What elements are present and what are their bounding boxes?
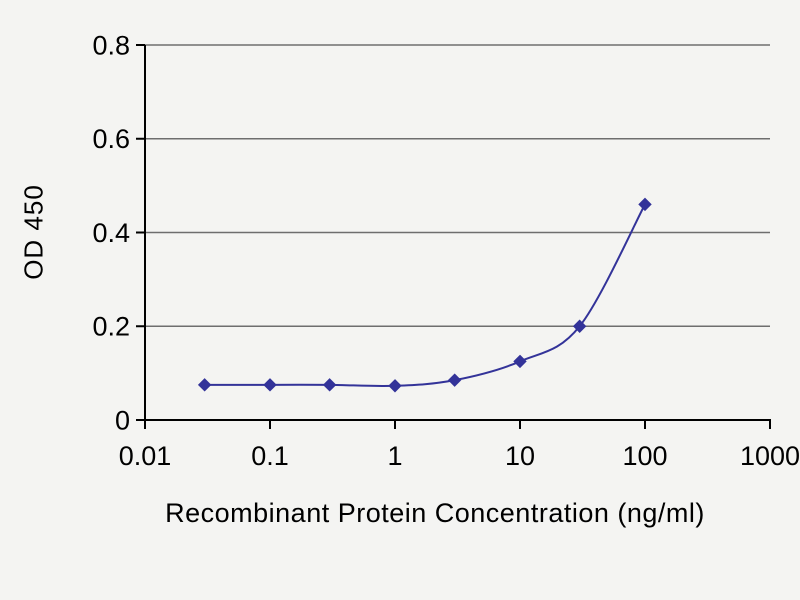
y-axis-title: OD 450 — [18, 184, 49, 280]
data-point-marker — [322, 378, 337, 392]
x-tick-label: 0.01 — [119, 441, 172, 471]
x-tick-label: 10 — [505, 441, 535, 471]
y-tick-label: 0.6 — [92, 124, 130, 154]
x-tick-label: 0.1 — [251, 441, 289, 471]
data-point-marker — [197, 378, 212, 392]
data-point-marker — [638, 197, 652, 212]
y-tick-label: 0 — [115, 405, 130, 435]
data-point-marker — [263, 378, 277, 392]
series-line — [204, 203, 646, 387]
y-tick-label: 0.2 — [92, 312, 130, 342]
x-tick-label: 100 — [622, 441, 667, 471]
data-point-marker — [447, 373, 462, 387]
y-tick-label: 0.4 — [92, 218, 130, 248]
data-point-marker — [572, 319, 587, 333]
x-tick-label: 1000 — [740, 441, 800, 471]
x-tick-label: 1 — [387, 441, 402, 471]
data-point-marker — [513, 354, 527, 369]
x-axis-title: Recombinant Protein Concentration (ng/ml… — [165, 498, 705, 528]
y-tick-label: 0.8 — [92, 30, 130, 60]
data-point-marker — [388, 379, 402, 393]
